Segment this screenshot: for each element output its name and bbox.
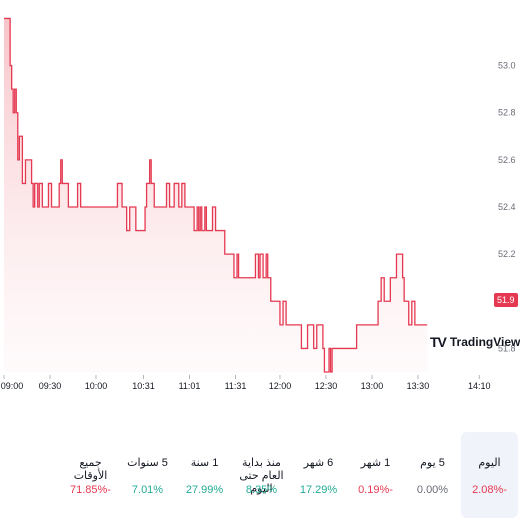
tradingview-watermark: TV TradingView: [430, 334, 520, 350]
period-label: 1 شهر: [360, 457, 391, 469]
period-label: 6 شهر: [303, 457, 334, 469]
period-label: منذ بداية العام حتى اليوم: [239, 457, 284, 495]
x-tick-label: 14:10: [468, 381, 491, 391]
period-change-value: 0.19%-: [358, 484, 393, 496]
price-chart[interactable]: 53.052.852.652.452.252.051.8 09:0009:301…: [0, 0, 520, 400]
x-tick-label: 13:00: [361, 381, 384, 391]
x-tick-label: 11:31: [225, 381, 247, 391]
last-price-badge: 51.9: [494, 293, 518, 307]
period-label: اليوم: [478, 457, 501, 469]
period-change-value: 2.08%-: [472, 484, 507, 496]
price-area-fill: [4, 18, 428, 373]
period-change-value: 27.99%: [185, 484, 224, 496]
y-tick-label: 51.8: [498, 343, 516, 353]
period-tab[interactable]: 1 شهر 0.19%-: [347, 432, 404, 518]
x-tick-label: 10:00: [85, 381, 108, 391]
period-change-value: 71.85%-: [70, 484, 111, 496]
x-tick-label: 09:00: [1, 381, 24, 391]
y-tick-label: 52.4: [498, 202, 516, 212]
period-tab[interactable]: 6 شهر 17.29%: [290, 432, 347, 518]
y-tick-label: 52.6: [498, 155, 516, 165]
period-label: 1 سنة: [190, 457, 219, 469]
x-tick-label: 09:30: [39, 381, 62, 391]
x-tick-label: 10:31: [132, 381, 155, 391]
period-tab[interactable]: اليوم 2.08%-: [461, 432, 518, 518]
period-performance-bar: اليوم 2.08%- 5 يوم 0.00% 1 شهر 0.19%- 6 شهر 17.…: [0, 432, 520, 520]
period-change-value: 17.29%: [299, 484, 338, 496]
period-tab[interactable]: جميع الأوقات 71.85%-: [62, 432, 119, 518]
period-change-value: 7.01%: [131, 484, 164, 496]
y-tick-label: 52.8: [498, 108, 516, 118]
x-tick-label: 12:30: [315, 381, 338, 391]
period-tab[interactable]: 5 يوم 0.00%: [404, 432, 461, 518]
y-axis: 53.052.852.652.452.252.051.8: [498, 61, 516, 354]
x-tick-label: 11:01: [179, 381, 201, 391]
period-label: 5 يوم: [420, 457, 445, 469]
x-axis: 09:00 09:30 10:00 10:31 11:01 11:31 12:00 12:30…: [1, 375, 491, 391]
x-tick-label: 13:30: [407, 381, 430, 391]
tradingview-logo-icon: TV: [430, 334, 447, 350]
period-change-value: 0.00%: [416, 484, 449, 496]
y-tick-label: 53.0: [498, 61, 516, 71]
watermark-text: TradingView: [449, 335, 520, 349]
period-change-value: 8.35%: [245, 484, 278, 496]
y-tick-label: 52.2: [498, 249, 516, 259]
period-label: 5 سنوات: [127, 457, 168, 469]
price-line: [4, 17, 428, 373]
period-tab[interactable]: منذ بداية العام حتى اليوم 8.35%: [233, 432, 290, 518]
period-label: جميع الأوقات: [73, 457, 108, 482]
period-tab[interactable]: 5 سنوات 7.01%: [119, 432, 176, 518]
x-tick-label: 12:00: [269, 381, 292, 391]
period-tab[interactable]: 1 سنة 27.99%: [176, 432, 233, 518]
